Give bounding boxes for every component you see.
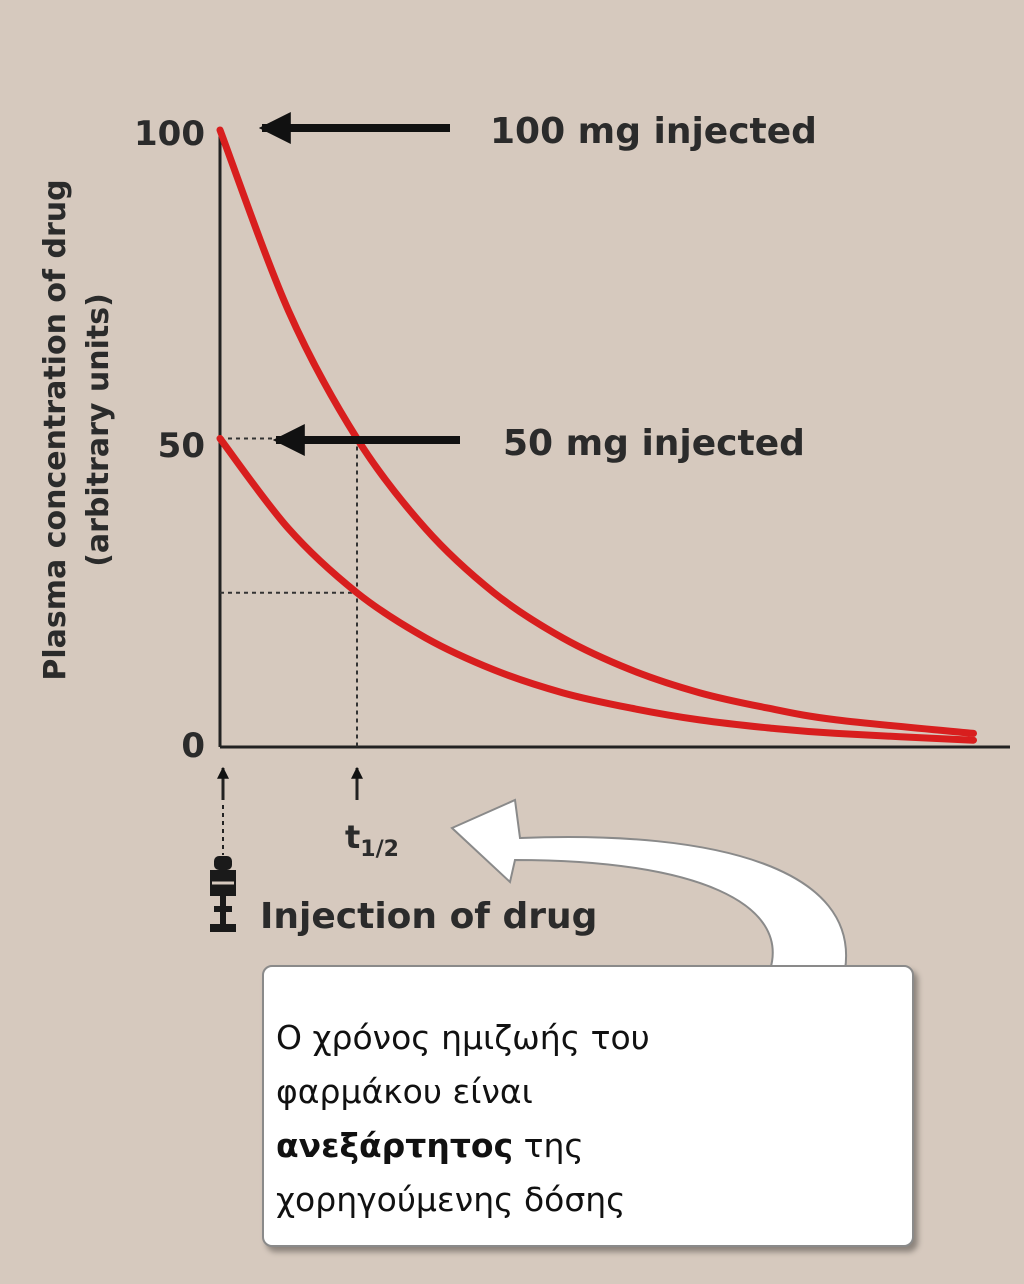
syringe-icon — [210, 856, 236, 932]
series-line-50mg — [216, 435, 977, 744]
y-tick-label-0: 0 — [181, 726, 205, 766]
y-tick-label-50: 50 — [158, 426, 205, 466]
series-label-50mg: 50 mg injected — [503, 423, 805, 464]
note-line-2: φαρμάκου είναι — [276, 1072, 533, 1111]
y-axis-label-line1: Plasma concentration of drug — [38, 179, 73, 680]
y-axis-label-line2: (arbitrary units) — [81, 293, 116, 567]
note-line-4: χορηγούμενης δόσης — [276, 1180, 626, 1219]
series-label-100mg: 100 mg injected — [490, 111, 817, 152]
note-bold-word: ανεξάρτητος — [276, 1126, 514, 1165]
note-line-3-rest: της — [513, 1126, 584, 1165]
callout-pointer-arrow — [450, 798, 848, 971]
note-box: Ο χρόνος ημιζωής του φαρμάκου είναι ανεξ… — [262, 965, 914, 1247]
half-life-label: t1/2 — [345, 818, 399, 862]
half-life-subscript: 1/2 — [360, 837, 399, 862]
half-life-t: t — [345, 818, 360, 856]
note-line-3: ανεξάρτητος της — [276, 1119, 900, 1173]
series-line-100mg — [216, 126, 977, 737]
y-tick-label-100: 100 — [134, 114, 205, 154]
note-line-1: Ο χρόνος ημιζωής του — [276, 1018, 650, 1057]
injection-label: Injection of drug — [260, 896, 597, 937]
